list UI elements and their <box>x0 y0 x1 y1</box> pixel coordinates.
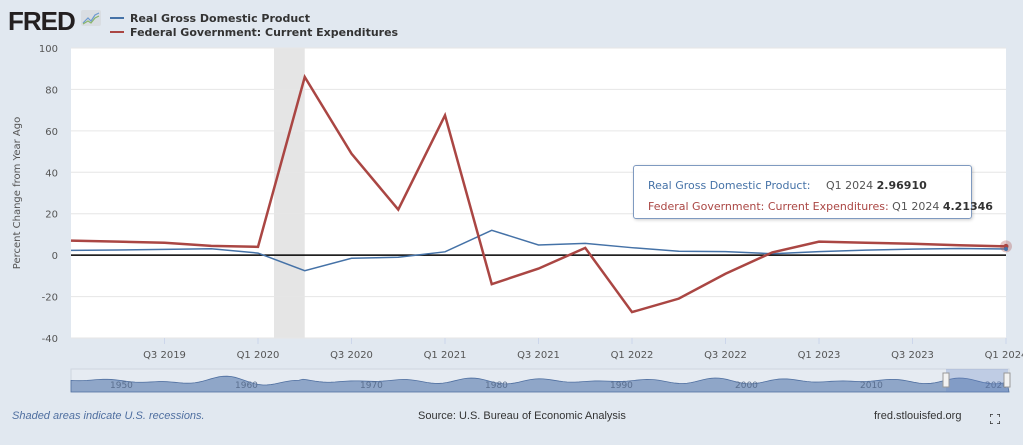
tooltip-series2-date: Q1 2024 4.21346 <box>892 200 993 213</box>
tooltip-date: Q1 2024 <box>826 179 874 192</box>
x-tick-label: Q1 2024 <box>985 350 1023 361</box>
navigator-label: 1970 <box>360 381 383 391</box>
y-tick-label: 40 <box>45 168 58 179</box>
x-tick-label: Q3 2022 <box>704 350 747 361</box>
navigator-label: 1950 <box>110 381 133 391</box>
navigator-label: 1960 <box>235 381 258 391</box>
legend-item-federal[interactable]: Federal Government: Current Expenditures <box>110 25 398 39</box>
hover-marker <box>1004 246 1008 251</box>
tooltip-series1-date: Q1 2024 2.96910 <box>826 179 927 192</box>
y-tick-label: 60 <box>45 127 58 138</box>
fred-logo[interactable]: FRED <box>8 6 76 36</box>
y-tick-label: 20 <box>45 210 58 221</box>
x-tick-label: Q1 2021 <box>424 350 467 361</box>
site-link[interactable]: fred.stlouisfed.org <box>874 410 962 422</box>
y-tick-label: 0 <box>52 251 58 262</box>
navigator-label: 1990 <box>610 381 633 391</box>
source-text: Source: U.S. Bureau of Economic Analysis <box>418 410 626 422</box>
navigator-label: 2010 <box>860 381 883 391</box>
navigator-selection[interactable] <box>946 369 1008 392</box>
series-line-gdp <box>70 229 1007 272</box>
legend-swatch <box>110 31 124 33</box>
x-tick-label: Q3 2021 <box>517 350 560 361</box>
fred-chart-icon <box>81 10 101 26</box>
navigator-handle[interactable] <box>1003 372 1011 388</box>
y-tick-label: 80 <box>45 85 58 96</box>
legend-label: Real Gross Domestic Product <box>130 11 310 25</box>
y-tick-label: -40 <box>42 334 58 345</box>
navigator-series <box>70 375 1010 393</box>
navigator-label: 2000 <box>735 381 758 391</box>
chart-legend: Real Gross Domestic Product Federal Gove… <box>110 11 398 39</box>
y-tick-label: 100 <box>39 44 58 55</box>
x-tick-label: Q3 2019 <box>143 350 186 361</box>
recession-note: Shaded areas indicate U.S. recessions. <box>12 410 205 422</box>
x-tick-label: Q3 2020 <box>330 350 373 361</box>
x-tick-label: Q3 2023 <box>891 350 934 361</box>
tooltip-series1-label: Real Gross Domestic Product: <box>648 179 811 192</box>
tooltip-series2-label: Federal Government: Current Expenditures… <box>648 200 889 213</box>
x-tick-label: Q1 2022 <box>611 350 654 361</box>
tooltip-value: 4.21346 <box>942 200 993 213</box>
legend-swatch <box>110 17 124 19</box>
legend-item-gdp[interactable]: Real Gross Domestic Product <box>110 11 398 25</box>
y-tick-label: -20 <box>42 293 58 304</box>
tooltip: Real Gross Domestic Product: Q1 2024 2.9… <box>633 165 993 219</box>
navigator-label: 1980 <box>485 381 508 391</box>
navigator-label: 2020 <box>985 381 1008 391</box>
series-line-federal <box>70 73 1007 314</box>
y-axis-label: Percent Change from Year Ago <box>12 117 23 269</box>
fullscreen-icon[interactable] <box>990 414 1000 424</box>
navigator-handle[interactable] <box>942 372 950 388</box>
x-tick-label: Q1 2023 <box>798 350 841 361</box>
legend-label: Federal Government: Current Expenditures <box>130 25 399 39</box>
tooltip-value: 2.96910 <box>876 179 927 192</box>
tooltip-date: Q1 2024 <box>892 200 940 213</box>
x-tick-label: Q1 2020 <box>237 350 280 361</box>
